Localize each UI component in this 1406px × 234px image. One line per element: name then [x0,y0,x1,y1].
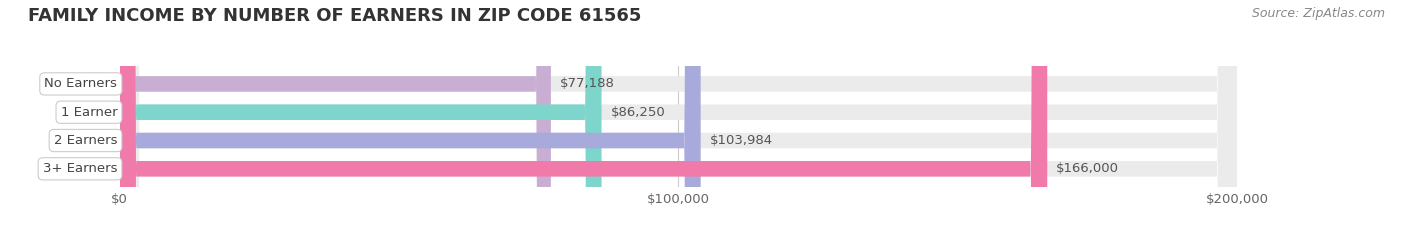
Text: $86,250: $86,250 [610,106,665,119]
Text: FAMILY INCOME BY NUMBER OF EARNERS IN ZIP CODE 61565: FAMILY INCOME BY NUMBER OF EARNERS IN ZI… [28,7,641,25]
FancyBboxPatch shape [120,0,1237,234]
FancyBboxPatch shape [120,0,700,234]
Text: 3+ Earners: 3+ Earners [42,162,117,175]
FancyBboxPatch shape [120,0,602,234]
FancyBboxPatch shape [120,0,1237,234]
Text: $103,984: $103,984 [710,134,773,147]
FancyBboxPatch shape [120,0,551,234]
Text: $77,188: $77,188 [560,77,614,90]
Text: No Earners: No Earners [45,77,117,90]
FancyBboxPatch shape [120,0,1237,234]
Text: $166,000: $166,000 [1056,162,1119,175]
FancyBboxPatch shape [120,0,1237,234]
Text: 2 Earners: 2 Earners [53,134,117,147]
FancyBboxPatch shape [120,0,1047,234]
Text: Source: ZipAtlas.com: Source: ZipAtlas.com [1251,7,1385,20]
Text: 1 Earner: 1 Earner [60,106,117,119]
